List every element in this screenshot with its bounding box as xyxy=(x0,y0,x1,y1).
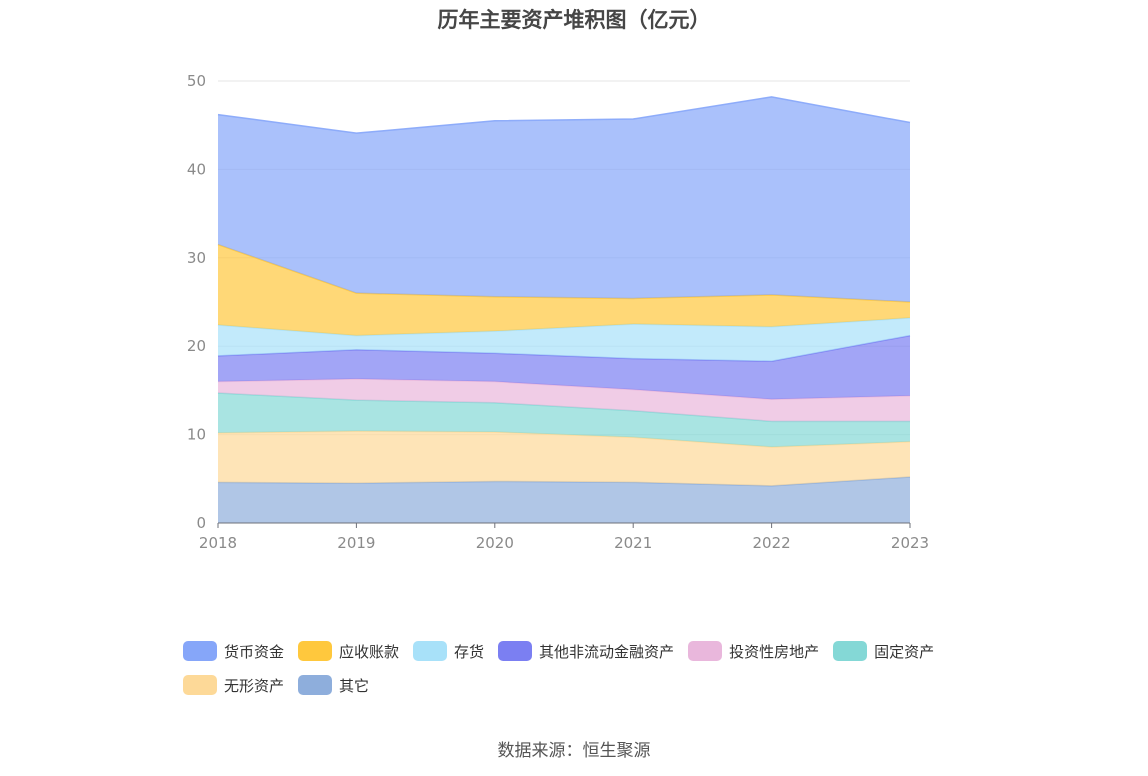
x-tick-label: 2018 xyxy=(199,534,237,552)
y-tick-label: 10 xyxy=(187,426,206,444)
area-edge-7 xyxy=(217,96,911,134)
legend-label: 货币资金 xyxy=(224,642,285,661)
x-tick-label: 2023 xyxy=(891,534,929,552)
legend-swatch xyxy=(183,641,217,661)
legend-label: 其它 xyxy=(339,676,370,695)
source-note: 数据来源：恒生聚源 xyxy=(497,741,651,761)
area-series-0 xyxy=(218,477,910,523)
x-tick-label: 2021 xyxy=(614,534,652,552)
x-tick-label: 2019 xyxy=(337,534,375,552)
y-tick-label: 50 xyxy=(187,72,206,90)
y-tick-label: 30 xyxy=(187,249,206,267)
legend-swatch xyxy=(298,641,333,661)
legend-label: 存货 xyxy=(454,642,485,661)
legend-swatch xyxy=(833,641,868,661)
legend-swatch xyxy=(298,675,333,695)
y-tick-label: 40 xyxy=(187,160,206,178)
area-series-5 xyxy=(218,317,910,362)
legend-label: 投资性房地产 xyxy=(729,642,820,661)
x-tick-label: 2022 xyxy=(753,534,791,552)
legend-swatch xyxy=(183,675,217,695)
y-tick-label: 0 xyxy=(196,514,206,532)
legend-item-3[interactable]: 其他非流动金融资产 xyxy=(498,638,674,664)
legend-item-1[interactable]: 应收账款 xyxy=(298,638,399,664)
stacked-areas xyxy=(217,96,911,523)
legend-label: 其他非流动金融资产 xyxy=(539,642,675,661)
area-series-4 xyxy=(218,335,910,400)
legend-item-7[interactable]: 其它 xyxy=(298,672,369,698)
area-series-6 xyxy=(218,244,910,336)
legend-item-4[interactable]: 投资性房地产 xyxy=(688,638,819,664)
legend-item-6[interactable]: 无形资产 xyxy=(183,672,284,698)
axes: 0 10 20 30 40 50 2018 2019 2020 2021 2022 2023 xyxy=(187,72,929,552)
legend-label: 应收账款 xyxy=(339,642,400,661)
area-series-7 xyxy=(218,96,910,302)
legend: 货币资金 应收账款 存货 其他非流动金融资产 投资性房地产 固定资产无形资产 其它 xyxy=(183,638,1003,698)
area-series-3 xyxy=(218,378,910,422)
area-series-2 xyxy=(218,393,910,447)
y-tick-label: 20 xyxy=(187,337,206,355)
legend-item-0[interactable]: 货币资金 xyxy=(183,638,284,664)
legend-item-5[interactable]: 固定资产 xyxy=(833,638,934,664)
legend-swatch xyxy=(498,641,533,661)
x-tick-label: 2020 xyxy=(476,534,514,552)
chart-area: 0 10 20 30 40 50 2018 2019 2020 2021 2022 2023 xyxy=(187,72,929,552)
chart-title: 历年主要资产堆积图（亿元） xyxy=(437,8,711,32)
legend-label: 固定资产 xyxy=(874,642,935,661)
legend-item-2[interactable]: 存货 xyxy=(413,638,484,664)
legend-swatch xyxy=(413,641,448,661)
legend-label: 无形资产 xyxy=(224,676,285,695)
legend-swatch xyxy=(688,641,723,661)
